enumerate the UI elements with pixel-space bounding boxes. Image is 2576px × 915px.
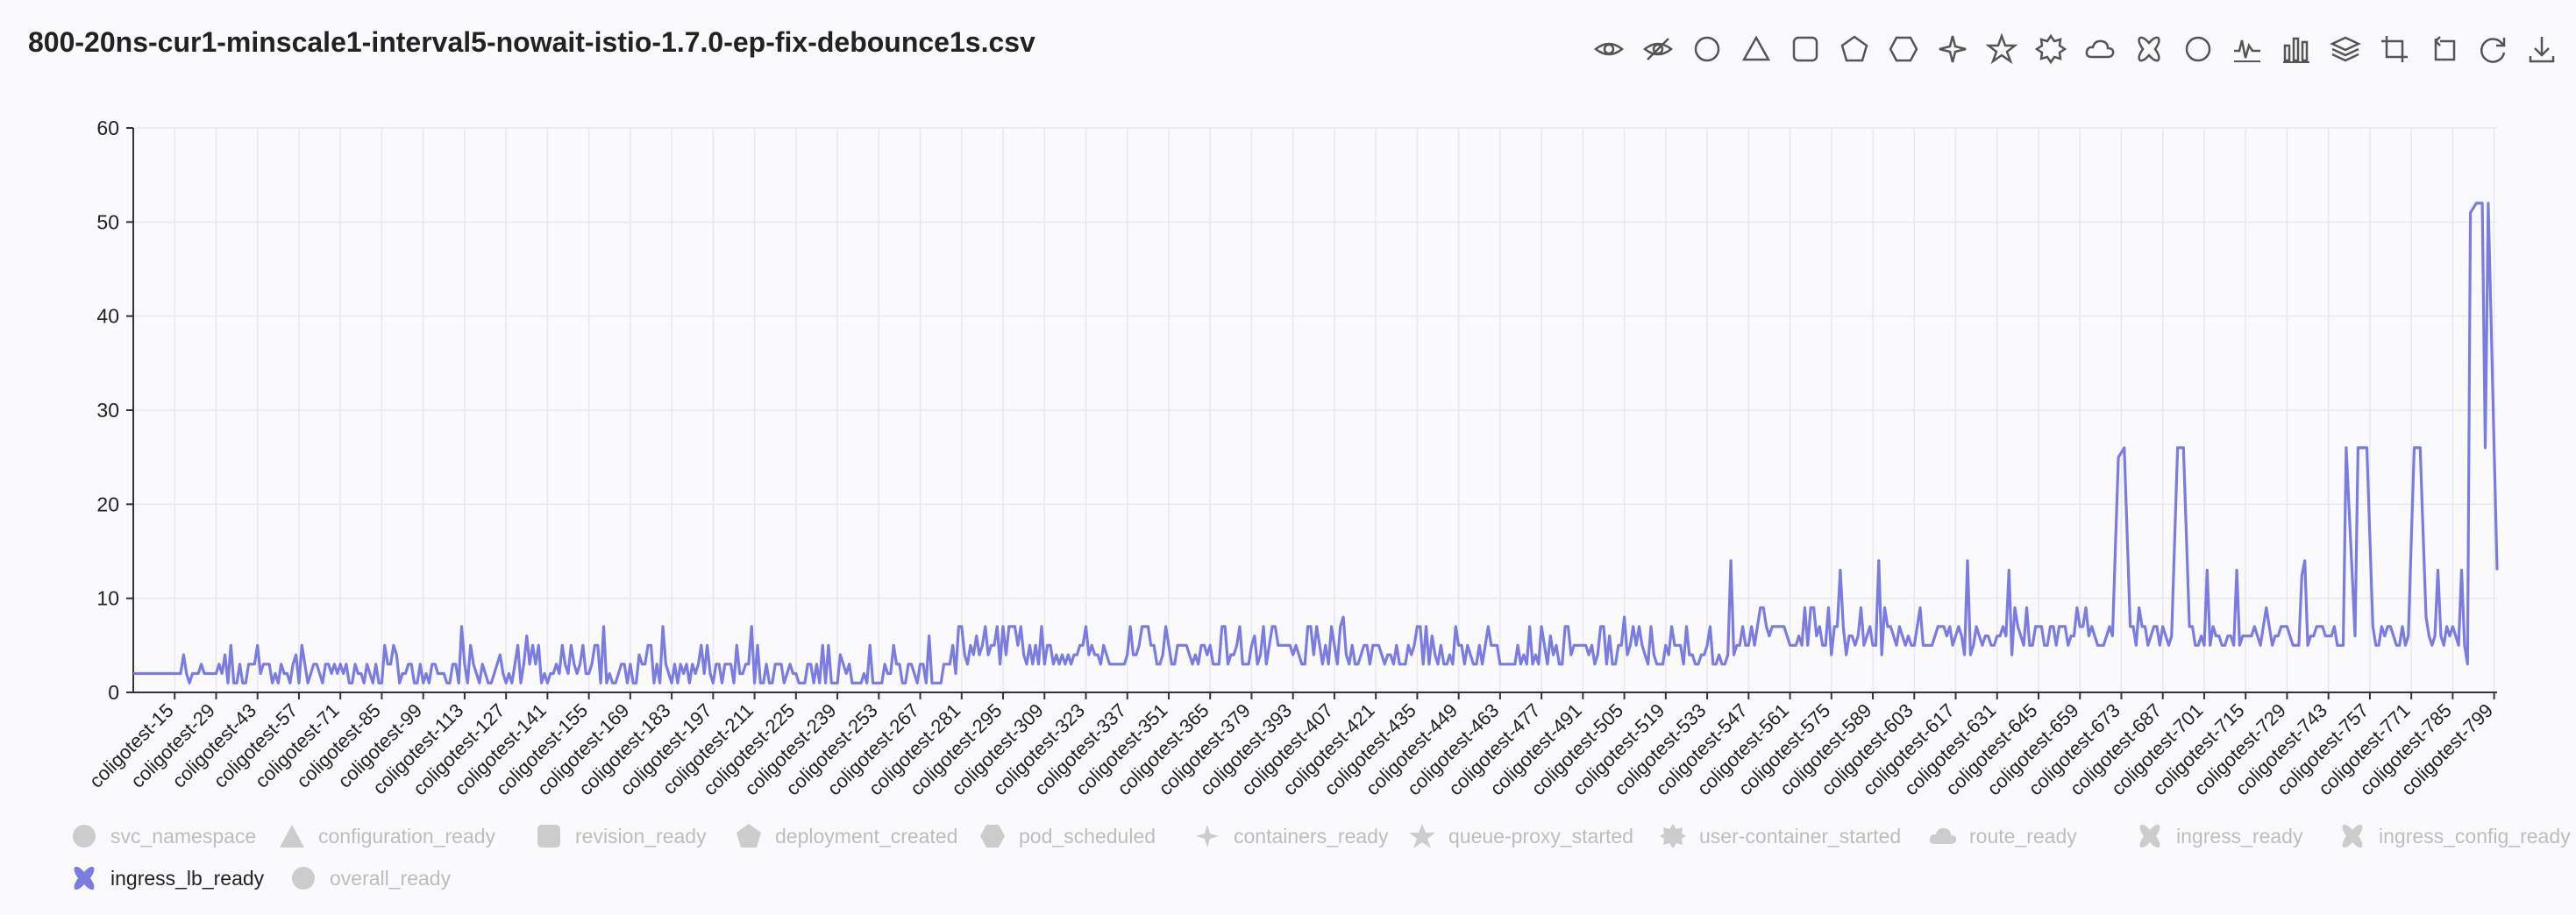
y-tick-label: 20 — [96, 493, 119, 515]
four-point-star-icon — [1939, 35, 1967, 63]
reorder-icon — [2434, 36, 2456, 61]
layers-tool-button[interactable] — [2323, 30, 2367, 68]
pentagon-icon — [1840, 35, 1868, 62]
cross-icon — [2342, 824, 2363, 848]
bar-chart-tool-button[interactable] — [2274, 30, 2318, 68]
download-tool-button[interactable] — [2520, 30, 2564, 68]
rounded-square-tool-button[interactable] — [1783, 30, 1827, 68]
line-chart-tool-button[interactable] — [2225, 30, 2269, 68]
four-point-star-tool-button[interactable] — [1931, 30, 1975, 68]
eye-tool-button[interactable] — [1587, 30, 1631, 68]
legend-label: ingress_lb_ready — [110, 866, 265, 890]
circle-icon — [292, 867, 315, 890]
legend-item-user-container-started[interactable]: user-container_started — [1659, 822, 1901, 850]
legend-label: configuration_ready — [318, 824, 496, 848]
legend-item-queue-proxy-started[interactable]: queue-proxy_started — [1408, 822, 1633, 850]
sparkle-icon — [1196, 825, 1219, 848]
page-title: 800-20ns-cur1-minscale1-interval5-nowait… — [28, 26, 1035, 58]
circle-outline-icon — [2185, 36, 2211, 62]
legend-label: deployment_created — [775, 824, 958, 848]
download-icon — [2529, 37, 2555, 63]
y-tick-label: 0 — [108, 681, 119, 704]
legend-label: pod_scheduled — [1019, 824, 1156, 848]
legend-item-containers-ready[interactable]: containers_ready — [1193, 822, 1388, 850]
eye-off-tool-button[interactable] — [1636, 30, 1680, 68]
hexagon-icon — [980, 825, 1005, 848]
line-chart-icon — [2234, 39, 2260, 62]
legend-label: user-container_started — [1699, 824, 1902, 848]
circle-icon — [1694, 36, 1720, 62]
legend-item-ingress-lb-ready[interactable]: ingress_lb_ready — [70, 864, 264, 892]
legend-label: revision_ready — [575, 824, 707, 848]
bar-chart-icon — [2283, 37, 2309, 63]
circle-tool-button[interactable] — [1685, 30, 1729, 68]
cross-icon — [2139, 824, 2160, 848]
cloud-icon — [1929, 827, 1957, 844]
legend-item-ingress-ready[interactable]: ingress_ready — [2136, 822, 2302, 850]
eye-off-icon — [1642, 38, 1674, 60]
star-icon — [1986, 33, 2017, 65]
legend-label: ingress_ready — [2176, 824, 2303, 848]
legend-label: containers_ready — [1234, 824, 1389, 848]
grid — [133, 127, 2497, 693]
refresh-tool-button[interactable] — [2471, 30, 2515, 68]
eye-icon — [1593, 42, 1625, 56]
triangle-icon — [1741, 35, 1771, 61]
legend-label: svc_namespace — [110, 824, 257, 848]
legend-item-ingress-config-ready[interactable]: ingress_config_ready — [2338, 822, 2571, 850]
star-tool-button[interactable] — [1980, 30, 2024, 68]
legend-item-revision-ready[interactable]: revision_ready — [535, 822, 707, 850]
cloud-tool-button[interactable] — [2078, 30, 2122, 68]
legend-item-configuration-ready[interactable]: configuration_ready — [278, 822, 495, 850]
crop-tool-button[interactable] — [2373, 30, 2416, 68]
badge-tool-button[interactable] — [2029, 30, 2073, 68]
badge-icon — [1660, 824, 1686, 848]
legend-item-overall-ready[interactable]: overall_ready — [289, 864, 451, 892]
cross-icon — [2138, 36, 2160, 62]
cross-icon — [74, 866, 95, 890]
y-tick-label: 50 — [96, 210, 119, 233]
hexagon-icon — [1889, 36, 1918, 62]
y-tick-label: 30 — [96, 399, 119, 422]
pentagon-tool-button[interactable] — [1832, 30, 1876, 68]
chart-toolbar — [1587, 30, 2564, 68]
badge-icon — [2035, 33, 2067, 65]
line-chart: 0102030405060coligotest-15coligotest-29c… — [85, 117, 2499, 799]
crop-icon — [2381, 36, 2408, 62]
cloud-icon — [2085, 39, 2115, 59]
legend-label: overall_ready — [330, 866, 452, 890]
legend-label: route_ready — [1969, 824, 2077, 848]
legend-item-pod-scheduled[interactable]: pod_scheduled — [978, 822, 1156, 850]
refresh-icon — [2480, 38, 2506, 63]
circle-outline-tool-button[interactable] — [2176, 30, 2220, 68]
triangle-tool-button[interactable] — [1734, 30, 1778, 68]
cross-tool-button[interactable] — [2127, 30, 2171, 68]
square-icon — [537, 825, 560, 848]
reorder-tool-button[interactable] — [2422, 30, 2466, 68]
circle-icon — [73, 825, 96, 848]
series-line-ingress_lb_ready — [133, 202, 2499, 684]
legend-label: queue-proxy_started — [1448, 824, 1633, 848]
hexagon-tool-button[interactable] — [1882, 30, 1925, 68]
legend-label: ingress_config_ready — [2379, 824, 2571, 848]
legend-item-svc-namespace[interactable]: svc_namespace — [70, 822, 256, 850]
legend-item-route-ready[interactable]: route_ready — [1929, 822, 2077, 850]
rounded-square-icon — [1792, 36, 1818, 62]
star-icon — [1409, 824, 1435, 848]
y-tick-label: 10 — [96, 587, 119, 610]
y-tick-label: 60 — [96, 117, 119, 139]
layers-icon — [2330, 36, 2361, 62]
pentagon-icon — [737, 824, 761, 848]
triangle-icon — [280, 825, 304, 848]
legend-item-deployment-created[interactable]: deployment_created — [735, 822, 957, 850]
y-tick-label: 40 — [96, 305, 119, 328]
